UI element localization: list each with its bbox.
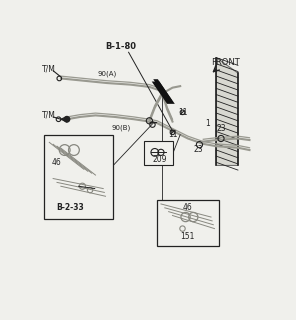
Polygon shape xyxy=(152,82,175,104)
Text: B-2-33: B-2-33 xyxy=(56,203,84,212)
Text: 23: 23 xyxy=(193,145,203,154)
Text: 11: 11 xyxy=(168,130,177,139)
Text: 1: 1 xyxy=(205,119,210,128)
Text: 46: 46 xyxy=(52,158,61,167)
Text: 90(A): 90(A) xyxy=(97,70,117,77)
Text: 209: 209 xyxy=(152,155,167,164)
Circle shape xyxy=(64,116,70,122)
Text: T/M: T/M xyxy=(42,111,56,120)
Polygon shape xyxy=(153,79,172,100)
Text: FRONT: FRONT xyxy=(211,58,240,67)
Text: 23: 23 xyxy=(216,124,226,133)
FancyBboxPatch shape xyxy=(144,141,173,165)
Text: 11: 11 xyxy=(178,108,187,117)
Text: T/M: T/M xyxy=(42,65,56,74)
Text: B-1-80: B-1-80 xyxy=(105,42,136,51)
Text: 90(B): 90(B) xyxy=(111,124,131,131)
Polygon shape xyxy=(216,58,238,165)
Text: 46: 46 xyxy=(183,203,193,212)
Text: 151: 151 xyxy=(181,232,195,241)
FancyBboxPatch shape xyxy=(157,200,219,246)
FancyBboxPatch shape xyxy=(44,135,113,219)
